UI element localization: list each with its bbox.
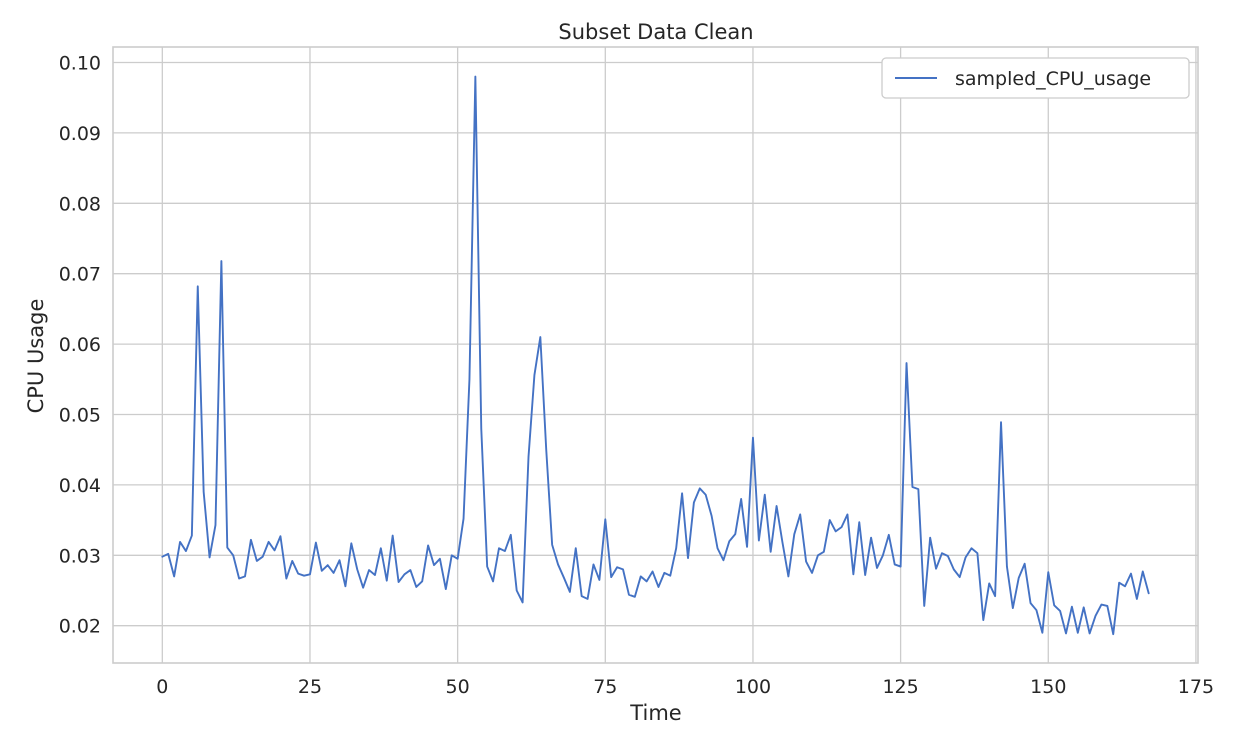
- plot-frame: [112, 46, 1199, 664]
- x-tick-label: 125: [882, 676, 918, 698]
- gridlines: [113, 47, 1198, 663]
- legend-box: [881, 57, 1190, 99]
- y-tick-label: 0.02: [59, 616, 101, 638]
- y-tick-label: 0.04: [59, 475, 101, 497]
- y-tick-label: 0.05: [59, 404, 101, 426]
- x-axis-title: Time: [629, 701, 681, 725]
- x-tick-label: 50: [446, 676, 470, 698]
- x-tick-label: 100: [735, 676, 771, 698]
- y-tick-label: 0.08: [59, 193, 101, 215]
- y-tick-label: 0.06: [59, 334, 101, 356]
- x-tick-label: 150: [1030, 676, 1066, 698]
- tick-labels: 0 25 50 75 100 125 150 175 0.02 0.03 0.04 0.05 0.06 0…: [59, 52, 1214, 698]
- x-tick-label: 75: [593, 676, 617, 698]
- y-axis-title: CPU Usage: [24, 299, 48, 414]
- x-tick-label: 25: [298, 676, 322, 698]
- legend-label: sampled_CPU_usage: [955, 68, 1151, 90]
- x-tick-label: 0: [156, 676, 168, 698]
- y-tick-label: 0.07: [59, 264, 101, 286]
- series-layer: [161, 75, 1150, 636]
- y-tick-label: 0.03: [59, 545, 101, 567]
- y-tick-label: 0.09: [59, 123, 101, 145]
- legend: sampled_CPU_usage: [881, 57, 1190, 99]
- x-tick-label: 175: [1178, 676, 1214, 698]
- series-line-sampled_CPU_usage: [161, 75, 1150, 636]
- y-tick-label: 0.10: [59, 52, 101, 74]
- chart-title: Subset Data Clean: [558, 20, 753, 44]
